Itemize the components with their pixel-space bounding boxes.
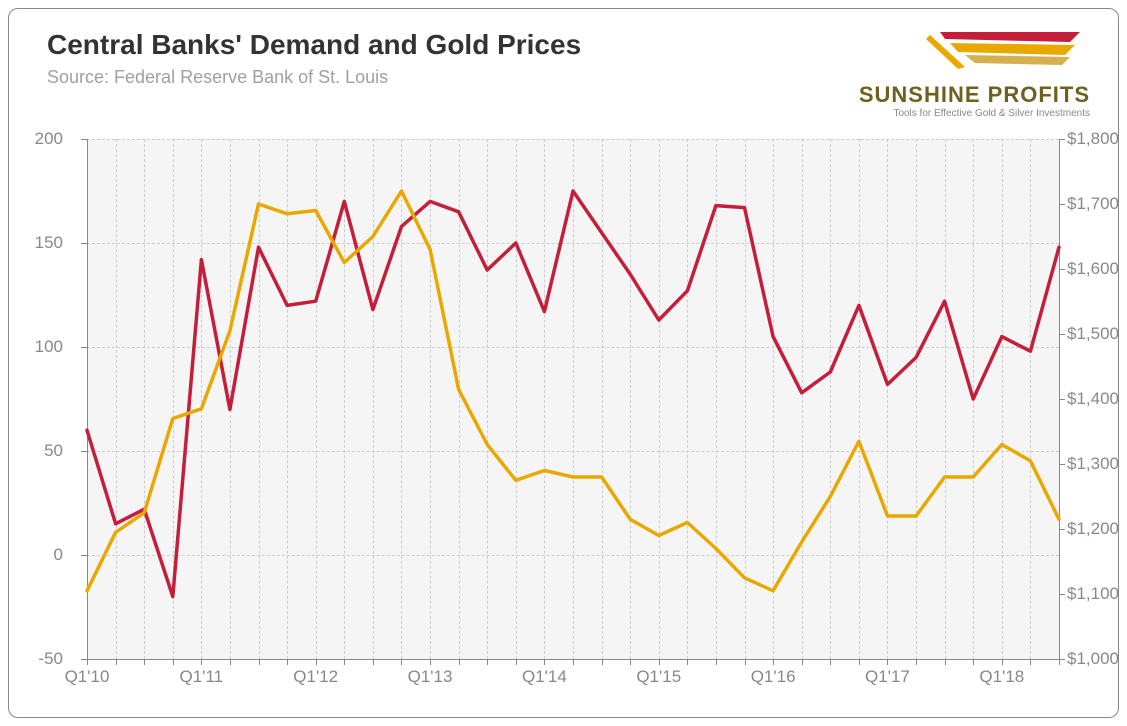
x-tick-label: Q1'12	[293, 667, 338, 687]
series-demand	[87, 191, 1059, 597]
y-right-tick-mark	[1059, 659, 1065, 660]
x-tick-label: Q1'18	[979, 667, 1024, 687]
x-tick-label: Q1'13	[408, 667, 453, 687]
y-right-tick-label: $1,200	[1067, 519, 1127, 539]
y-left-tick-label: 100	[3, 337, 63, 357]
x-tick-label: Q1'14	[522, 667, 567, 687]
x-tick-label: Q1'11	[180, 667, 224, 687]
x-tick-label: Q1'16	[751, 667, 796, 687]
y-left-tick-label: 50	[3, 441, 63, 461]
logo-text: SUNSHINE PROFITS	[830, 82, 1090, 108]
x-axis	[87, 659, 1059, 660]
x-tick-label: Q1'10	[65, 667, 110, 687]
brand-logo: SUNSHINE PROFITS Tools for Effective Gol…	[830, 27, 1090, 117]
y-right-tick-label: $1,800	[1067, 129, 1127, 149]
y-axis-right	[1059, 139, 1060, 659]
y-right-tick-label: $1,400	[1067, 389, 1127, 409]
chart-title: Central Banks' Demand and Gold Prices	[47, 29, 581, 61]
y-right-tick-label: $1,100	[1067, 584, 1127, 604]
y-left-tick-label: -50	[3, 649, 63, 669]
chart-subtitle: Source: Federal Reserve Bank of St. Loui…	[47, 67, 388, 88]
y-right-tick-label: $1,500	[1067, 324, 1127, 344]
y-right-tick-label: $1,000	[1067, 649, 1127, 669]
y-left-tick-label: 0	[3, 545, 63, 565]
line-chart	[87, 139, 1059, 659]
y-left-tick-label: 200	[3, 129, 63, 149]
x-tick-label: Q1'15	[636, 667, 681, 687]
y-right-tick-label: $1,600	[1067, 259, 1127, 279]
x-tick-label: Q1'17	[865, 667, 910, 687]
y-right-tick-label: $1,300	[1067, 454, 1127, 474]
chart-frame: Central Banks' Demand and Gold Prices So…	[8, 8, 1119, 718]
y-right-tick-label: $1,700	[1067, 194, 1127, 214]
y-left-tick-label: 150	[3, 233, 63, 253]
